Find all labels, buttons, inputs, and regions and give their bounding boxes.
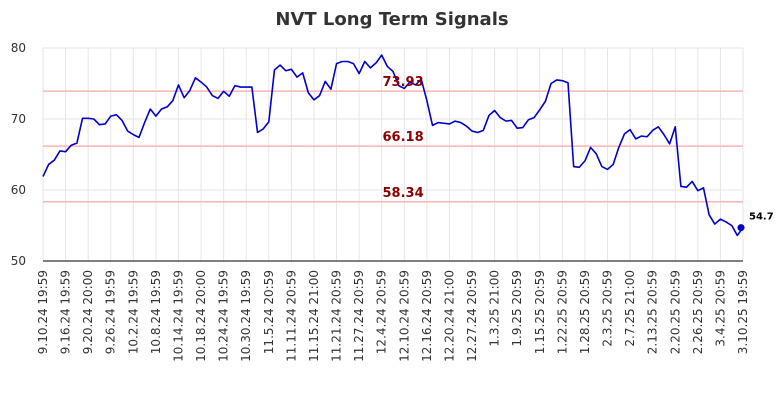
x-tick-label: 1.28.25 20:59 (578, 270, 592, 354)
y-tick-label: 50 (11, 254, 26, 268)
x-tick-label: 1.15.25 20:59 (533, 270, 547, 354)
x-tick-label: 9.16.24 19:59 (59, 270, 73, 354)
chart-title: NVT Long Term Signals (275, 9, 508, 30)
x-tick-label: 12.20.24 21:00 (442, 270, 456, 362)
y-tick-label: 80 (11, 41, 26, 55)
series-line (42, 54, 744, 237)
x-tick-label: 1.22.25 20:59 (555, 270, 569, 354)
x-tick-label: 12.16.24 20:59 (420, 270, 434, 362)
x-tick-label: 10.2.24 19:59 (126, 270, 140, 354)
x-tick-label: 10.30.24 19:59 (239, 270, 253, 362)
x-tick-label: 10.24.24 19:59 (217, 270, 231, 362)
x-tick-label: 2.7.25 21:00 (623, 270, 637, 347)
x-tick-label: 2.13.25 20:59 (646, 270, 660, 354)
level-label: 66.18 (383, 130, 424, 145)
x-tick-label: 3.10.25 19:59 (736, 270, 750, 354)
x-tick-label: 11.11.24 20:59 (284, 270, 298, 362)
x-tick-label: 9.10.24 19:59 (36, 270, 50, 354)
x-tick-label: 12.4.24 20:59 (375, 270, 389, 354)
x-tick-label: 2.26.25 20:59 (691, 270, 705, 354)
x-tick-label: 11.15.24 21:00 (307, 270, 321, 362)
x-tick-label: 3.4.25 20:59 (713, 270, 727, 347)
x-tick-label: 11.21.24 20:59 (330, 270, 344, 362)
y-tick-label: 60 (11, 183, 26, 197)
y-tick-label: 70 (11, 112, 26, 126)
x-tick-label: 12.27.24 20:59 (465, 270, 479, 362)
x-tick-label: 11.27.24 20:59 (352, 270, 366, 362)
x-tick-label: 9.20.24 20:00 (81, 270, 95, 354)
grid-layer (42, 47, 744, 262)
price-series (42, 54, 745, 237)
x-tick-label: 2.20.25 20:59 (668, 270, 682, 354)
x-tick-label: 12.10.24 20:59 (397, 270, 411, 362)
last-point-marker (737, 224, 745, 232)
x-tick-label: 10.18.24 20:00 (194, 270, 208, 362)
x-tick-label: 1.9.25 20:59 (510, 270, 524, 347)
level-label: 58.34 (383, 186, 424, 201)
level-labels: 73.93 66.18 58.34 54.7 (383, 75, 774, 223)
x-tick-label: 10.14.24 19:59 (171, 270, 185, 362)
x-tick-label: 9.26.24 19:59 (104, 270, 118, 354)
signal-levels (43, 90, 743, 203)
x-tick-label: 11.5.24 20:59 (262, 270, 276, 354)
x-tick-label: 10.8.24 19:59 (149, 270, 163, 354)
axes: 50 60 70 80 9.10.24 19:59 9.16.24 19:59 9.20.2… (11, 41, 750, 362)
last-value-label: 54.7 (749, 212, 774, 223)
level-label: 73.93 (383, 75, 424, 90)
x-tick-label: 2.3.25 20:59 (601, 270, 615, 347)
x-tick-label: 1.3.25 21:00 (488, 270, 502, 347)
